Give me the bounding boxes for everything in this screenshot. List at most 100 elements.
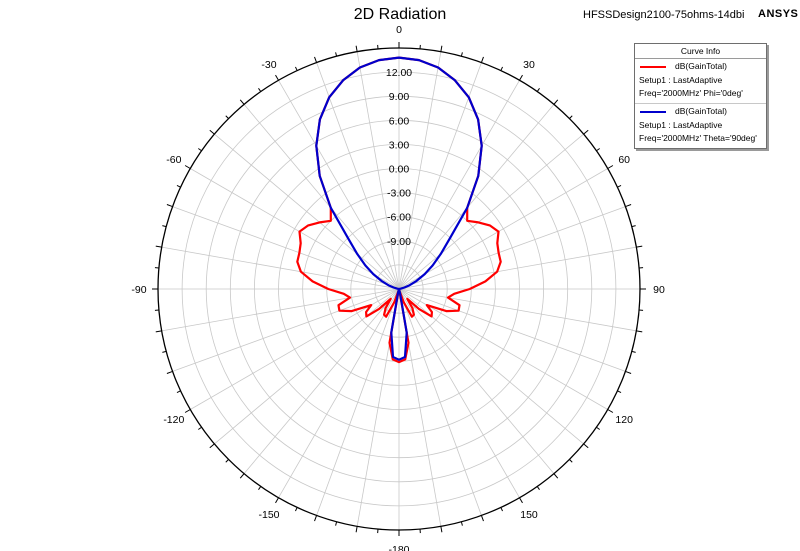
legend-entry-theta-90[interactable]: dB(GainTotal) Setup1 : LastAdaptive Freq… <box>635 103 766 148</box>
grid-spoke <box>398 133 584 290</box>
grid-spoke <box>398 104 555 290</box>
tick-mark <box>295 507 298 512</box>
angle-tick-label: -30 <box>261 59 276 71</box>
grid-spoke <box>161 288 400 332</box>
grid-spoke <box>316 62 400 290</box>
angle-tick-label: 90 <box>653 284 665 296</box>
angle-tick-label: -180 <box>388 544 409 551</box>
tick-mark <box>275 74 279 81</box>
grid-spoke <box>190 288 400 410</box>
tick-mark <box>536 486 540 490</box>
tick-mark <box>519 74 523 81</box>
brand-logo: ANSYS <box>758 8 799 20</box>
tick-mark <box>225 459 229 463</box>
tick-mark <box>162 350 167 353</box>
radial-tick-label: 3.00 <box>389 139 410 151</box>
tick-mark <box>176 390 181 393</box>
grid-spoke <box>398 80 520 290</box>
tick-mark <box>631 350 636 353</box>
tick-mark <box>314 56 318 63</box>
tick-mark <box>500 66 503 71</box>
tick-mark <box>553 99 559 105</box>
radial-tick-label: -9.00 <box>387 236 411 248</box>
angle-tick-label: -60 <box>166 154 181 166</box>
radial-tick-label: -6.00 <box>387 212 411 224</box>
tick-mark <box>569 459 573 463</box>
angle-tick-label: -90 <box>131 284 146 296</box>
tick-mark <box>314 515 318 522</box>
grid-spoke <box>398 288 608 410</box>
tick-mark <box>440 45 443 52</box>
tick-mark <box>209 129 215 135</box>
radial-tick-label: 9.00 <box>389 91 410 103</box>
tick-mark <box>258 88 262 92</box>
grid-spoke <box>214 133 400 290</box>
tick-mark <box>155 330 162 333</box>
grid-spoke <box>398 62 482 290</box>
legend-entry-phi-0[interactable]: dB(GainTotal) Setup1 : LastAdaptive Freq… <box>635 59 766 103</box>
series-phi-0-curve <box>296 56 502 364</box>
tick-mark <box>569 115 573 119</box>
tick-mark <box>607 409 614 413</box>
grid-spoke <box>398 288 482 516</box>
radial-tick-labels: 12.00 9.00 6.00 3.00 0.00 -3.00 -6.00 -9.00 <box>386 67 412 248</box>
curve-info-legend[interactable]: Curve Info dB(GainTotal) Setup1 : LastAd… <box>634 43 767 149</box>
legend-entry-setup: Setup1 : LastAdaptive <box>639 75 723 85</box>
outer-ring <box>157 47 641 531</box>
tick-mark <box>519 497 523 504</box>
grid-spoke <box>243 104 400 290</box>
tick-mark <box>258 486 262 490</box>
grid-spoke <box>172 206 400 290</box>
tick-mark <box>295 66 298 71</box>
grid-spoke <box>398 288 626 372</box>
tick-mark <box>155 245 162 248</box>
tick-mark <box>335 52 338 57</box>
grid-spoke <box>172 288 400 372</box>
tick-mark <box>617 390 622 393</box>
grid-spoke <box>398 51 442 290</box>
tick-mark <box>162 225 167 228</box>
legend-entry-name: dB(GainTotal) <box>675 106 727 116</box>
legend-entry-setup: Setup1 : LastAdaptive <box>639 120 723 130</box>
legend-entry-freq: Freq='2000MHz' Theta='90deg' <box>639 133 757 143</box>
tick-mark <box>209 443 215 449</box>
tick-mark <box>239 473 245 479</box>
tick-mark <box>596 148 600 152</box>
legend-swatch-blue <box>640 111 666 113</box>
chart-title: 2D Radiation <box>353 6 447 23</box>
tick-mark <box>184 409 191 413</box>
project-name: HFSSDesign2100-75ohms-14dbi <box>583 9 745 21</box>
tick-mark <box>460 521 463 526</box>
tick-mark <box>166 204 173 208</box>
angle-tick-label: 120 <box>615 414 633 426</box>
legend-swatch-red <box>640 66 666 68</box>
tick-mark <box>625 204 632 208</box>
grid-spoke <box>398 206 626 290</box>
grid-spoke <box>243 288 400 474</box>
grid-spoke <box>278 80 400 290</box>
tick-mark <box>607 165 614 169</box>
angle-tick-label: -120 <box>163 414 184 426</box>
angle-tick-label: 60 <box>618 154 630 166</box>
angle-tick-label: 0 <box>396 24 402 36</box>
legend-entry-freq: Freq='2000MHz' Phi='0deg' <box>639 88 743 98</box>
tick-mark <box>198 148 202 152</box>
radial-tick-label: 6.00 <box>389 115 410 127</box>
tick-mark <box>335 521 338 526</box>
tick-mark <box>636 245 643 248</box>
tick-mark <box>636 330 643 333</box>
tick-mark <box>225 115 229 119</box>
grid-spoke <box>356 51 400 290</box>
angle-tick-label: 30 <box>523 59 535 71</box>
tick-mark <box>176 185 181 188</box>
radial-tick-label: 0.00 <box>389 164 410 176</box>
legend-title: Curve Info <box>635 44 766 59</box>
tick-mark <box>239 99 245 105</box>
tick-mark <box>553 473 559 479</box>
grid-spoke <box>316 288 400 516</box>
tick-mark <box>617 185 622 188</box>
radial-tick-label: 12.00 <box>386 67 412 79</box>
grid-spoke <box>398 288 637 332</box>
tick-mark <box>500 507 503 512</box>
